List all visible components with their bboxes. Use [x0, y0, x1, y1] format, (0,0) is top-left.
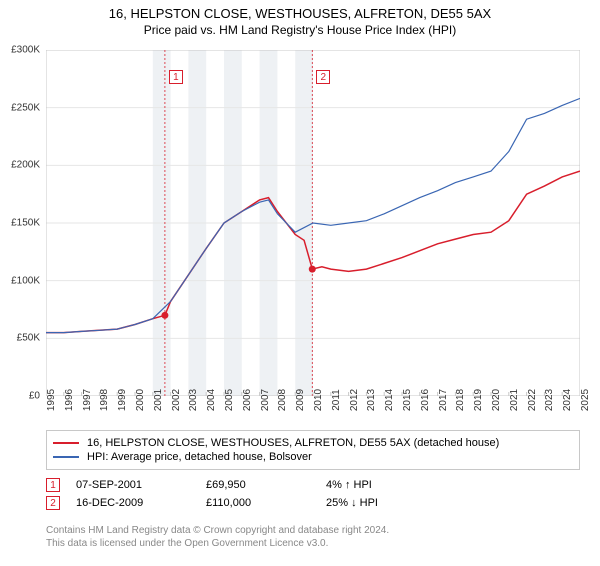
- x-axis-label: 2006: [242, 389, 253, 411]
- footer-line-2: This data is licensed under the Open Gov…: [46, 537, 389, 550]
- chart-marker-2: 2: [316, 70, 330, 84]
- x-axis-label: 2012: [349, 389, 360, 411]
- chart-title: 16, HELPSTON CLOSE, WESTHOUSES, ALFRETON…: [0, 6, 600, 21]
- transaction-price-1: £69,950: [206, 479, 326, 491]
- chart-svg: [46, 50, 580, 396]
- chart-container: 16, HELPSTON CLOSE, WESTHOUSES, ALFRETON…: [0, 6, 600, 566]
- footer-line-1: Contains HM Land Registry data © Crown c…: [46, 524, 389, 537]
- transaction-marker-1: 1: [46, 478, 60, 492]
- x-axis-label: 2018: [455, 389, 466, 411]
- x-axis-label: 2023: [544, 389, 555, 411]
- transaction-marker-2: 2: [46, 496, 60, 510]
- legend-swatch-property: [53, 442, 79, 444]
- x-axis-label: 2020: [491, 389, 502, 411]
- x-axis-label: 2017: [438, 389, 449, 411]
- x-axis-label: 2016: [420, 389, 431, 411]
- transaction-pct-2: 25% ↓ HPI: [326, 497, 426, 509]
- legend-swatch-hpi: [53, 456, 79, 458]
- transaction-pct-1: 4% ↑ HPI: [326, 479, 426, 491]
- y-axis-label: £250K: [11, 102, 40, 113]
- legend-row-property: 16, HELPSTON CLOSE, WESTHOUSES, ALFRETON…: [53, 437, 573, 449]
- x-axis-label: 1998: [99, 389, 110, 411]
- legend-label-hpi: HPI: Average price, detached house, Bols…: [87, 451, 312, 463]
- y-axis-label: £200K: [11, 160, 40, 171]
- x-axis-label: 2015: [402, 389, 413, 411]
- x-axis-label: 1995: [46, 389, 57, 411]
- chart-subtitle: Price paid vs. HM Land Registry's House …: [0, 23, 600, 37]
- x-axis-label: 1997: [82, 389, 93, 411]
- x-axis-label: 2019: [473, 389, 484, 411]
- transaction-date-2: 16-DEC-2009: [76, 497, 206, 509]
- transaction-rows: 1 07-SEP-2001 £69,950 4% ↑ HPI 2 16-DEC-…: [46, 474, 580, 514]
- x-axis-label: 2002: [171, 389, 182, 411]
- transaction-row-1: 1 07-SEP-2001 £69,950 4% ↑ HPI: [46, 478, 580, 492]
- x-axis-label: 2014: [384, 389, 395, 411]
- x-axis-label: 2004: [206, 389, 217, 411]
- legend-label-property: 16, HELPSTON CLOSE, WESTHOUSES, ALFRETON…: [87, 437, 499, 449]
- x-axis-label: 2009: [295, 389, 306, 411]
- x-axis-label: 2003: [188, 389, 199, 411]
- x-axis-label: 2001: [153, 389, 164, 411]
- x-axis-label: 2022: [527, 389, 538, 411]
- x-axis-label: 2011: [331, 389, 342, 411]
- legend: 16, HELPSTON CLOSE, WESTHOUSES, ALFRETON…: [46, 430, 580, 470]
- footer: Contains HM Land Registry data © Crown c…: [46, 524, 389, 550]
- chart-marker-1: 1: [169, 70, 183, 84]
- x-axis-label: 1999: [117, 389, 128, 411]
- x-axis-label: 2007: [260, 389, 271, 411]
- x-axis-label: 2008: [277, 389, 288, 411]
- x-axis-label: 2013: [366, 389, 377, 411]
- x-axis-label: 2021: [509, 389, 520, 411]
- x-axis-label: 2005: [224, 389, 235, 411]
- y-axis-label: £0: [29, 391, 40, 402]
- x-axis-label: 2010: [313, 389, 324, 411]
- x-axis-label: 2024: [562, 389, 573, 411]
- legend-row-hpi: HPI: Average price, detached house, Bols…: [53, 451, 573, 463]
- x-axis-label: 2025: [580, 389, 591, 411]
- y-axis-label: £50K: [17, 333, 40, 344]
- x-axis-label: 2000: [135, 389, 146, 411]
- y-axis-label: £150K: [11, 218, 40, 229]
- transaction-price-2: £110,000: [206, 497, 326, 509]
- y-axis-label: £100K: [11, 275, 40, 286]
- y-axis-label: £300K: [11, 45, 40, 56]
- transaction-date-1: 07-SEP-2001: [76, 479, 206, 491]
- transaction-row-2: 2 16-DEC-2009 £110,000 25% ↓ HPI: [46, 496, 580, 510]
- chart-area: 12£0£50K£100K£150K£200K£250K£300K1995199…: [46, 50, 580, 396]
- x-axis-label: 1996: [64, 389, 75, 411]
